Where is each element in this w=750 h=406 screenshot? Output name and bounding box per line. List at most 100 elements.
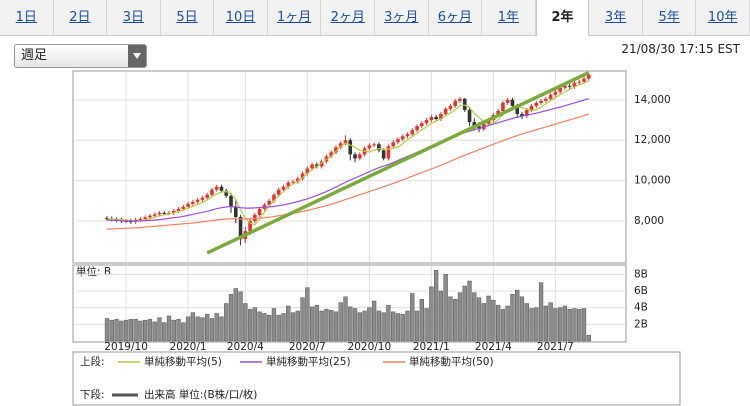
- tab[interactable]: 2年: [535, 0, 590, 36]
- candle-body: [238, 216, 243, 240]
- tab[interactable]: 5年: [643, 0, 697, 35]
- candle-body: [138, 218, 143, 220]
- candle-body: [439, 113, 443, 120]
- y-tick-label: 6B: [634, 285, 648, 297]
- volume-bar: [371, 300, 377, 342]
- candle-body: [415, 126, 419, 131]
- candle-body: [567, 85, 572, 87]
- y-tick-label: 4B: [634, 302, 648, 314]
- candle-body: [405, 134, 410, 137]
- candle-body: [477, 126, 481, 130]
- tab[interactable]: 1年: [482, 0, 536, 35]
- volume-bar: [119, 320, 124, 342]
- candle-body: [176, 208, 181, 211]
- y-tick-label: 8,000: [634, 215, 664, 227]
- volume-bar: [429, 286, 434, 342]
- volume-bar: [553, 308, 558, 342]
- candle-body: [434, 117, 438, 120]
- candle-body: [577, 81, 582, 83]
- period-select[interactable]: 週足: [14, 44, 147, 68]
- candle-body: [529, 105, 534, 110]
- tab[interactable]: 3日: [107, 0, 161, 35]
- volume-bar: [367, 307, 372, 342]
- volume-bar: [405, 310, 410, 342]
- tab[interactable]: 3ヶ月: [375, 0, 429, 35]
- volume-bar: [281, 313, 286, 342]
- candle-body: [229, 195, 233, 207]
- tab[interactable]: 10日: [214, 0, 268, 35]
- volume-bar: [214, 313, 219, 342]
- candle-body: [453, 100, 458, 106]
- candle-body: [410, 130, 415, 135]
- volume-bar: [357, 312, 362, 342]
- tab[interactable]: 3年: [589, 0, 643, 35]
- volume-bar: [238, 291, 243, 342]
- candle-body: [353, 154, 357, 159]
- y-tick-label: 12,000: [634, 134, 671, 146]
- candle-body: [152, 214, 157, 216]
- volume-bar: [138, 320, 143, 342]
- candle-body: [458, 98, 462, 101]
- candle-body: [396, 139, 400, 143]
- volume-bar: [228, 294, 234, 342]
- volume-bar: [133, 319, 138, 342]
- volume-bar: [400, 314, 405, 342]
- candle-body: [233, 206, 238, 217]
- volume-bar: [538, 282, 544, 342]
- candle-body: [286, 182, 291, 187]
- volume-bar: [543, 305, 548, 342]
- y-tick-label: 8B: [634, 268, 648, 280]
- volume-bar: [329, 309, 334, 342]
- volume-bar: [290, 312, 296, 342]
- volume-bar: [319, 310, 324, 342]
- tab[interactable]: 5日: [161, 0, 215, 35]
- candle-body: [195, 199, 200, 202]
- volume-bar: [152, 321, 157, 342]
- candle-body: [515, 105, 520, 114]
- candle-body: [548, 94, 553, 99]
- candle-body: [424, 120, 429, 124]
- candle-body: [162, 212, 167, 214]
- tab[interactable]: 2日: [54, 0, 108, 35]
- candle-body: [257, 208, 262, 215]
- candle-body: [572, 82, 577, 87]
- candle-body: [377, 144, 381, 151]
- volume-bar: [348, 306, 353, 342]
- candle-body: [367, 145, 372, 149]
- volume-bar: [524, 303, 529, 342]
- candle-body: [467, 109, 472, 123]
- candle-body: [310, 164, 314, 169]
- tab[interactable]: 1日: [0, 0, 54, 35]
- volume-bar: [143, 319, 148, 342]
- volume-bar: [209, 318, 215, 342]
- volume-bar: [500, 309, 506, 342]
- volume-bar: [300, 297, 305, 342]
- ma-line: [106, 113, 589, 230]
- candle-body: [420, 123, 424, 127]
- tab[interactable]: 6ヶ月: [429, 0, 483, 35]
- candle-body: [210, 189, 214, 195]
- candle-body: [343, 140, 348, 144]
- volume-bar: [424, 308, 429, 342]
- volume-bar: [309, 306, 315, 342]
- volume-bar: [162, 322, 167, 342]
- candle-body: [524, 109, 529, 117]
- trendline: [206, 71, 590, 255]
- tab[interactable]: 2ヶ月: [321, 0, 375, 35]
- volume-bar: [572, 308, 577, 342]
- volume-bar: [391, 311, 396, 342]
- x-tick-label: 2020/1: [170, 341, 207, 353]
- tab[interactable]: 10年: [696, 0, 750, 35]
- y-tick-label: 10,000: [634, 175, 671, 187]
- tab[interactable]: 1ヶ月: [268, 0, 322, 35]
- x-tick-label: 2021/1: [413, 341, 450, 353]
- candle-body: [443, 108, 448, 114]
- candle-body: [510, 99, 515, 106]
- candle-body: [505, 99, 510, 103]
- volume-bar: [247, 309, 253, 342]
- volume-bar: [558, 307, 563, 342]
- candle-body: [300, 173, 305, 179]
- volume-bar: [314, 304, 320, 342]
